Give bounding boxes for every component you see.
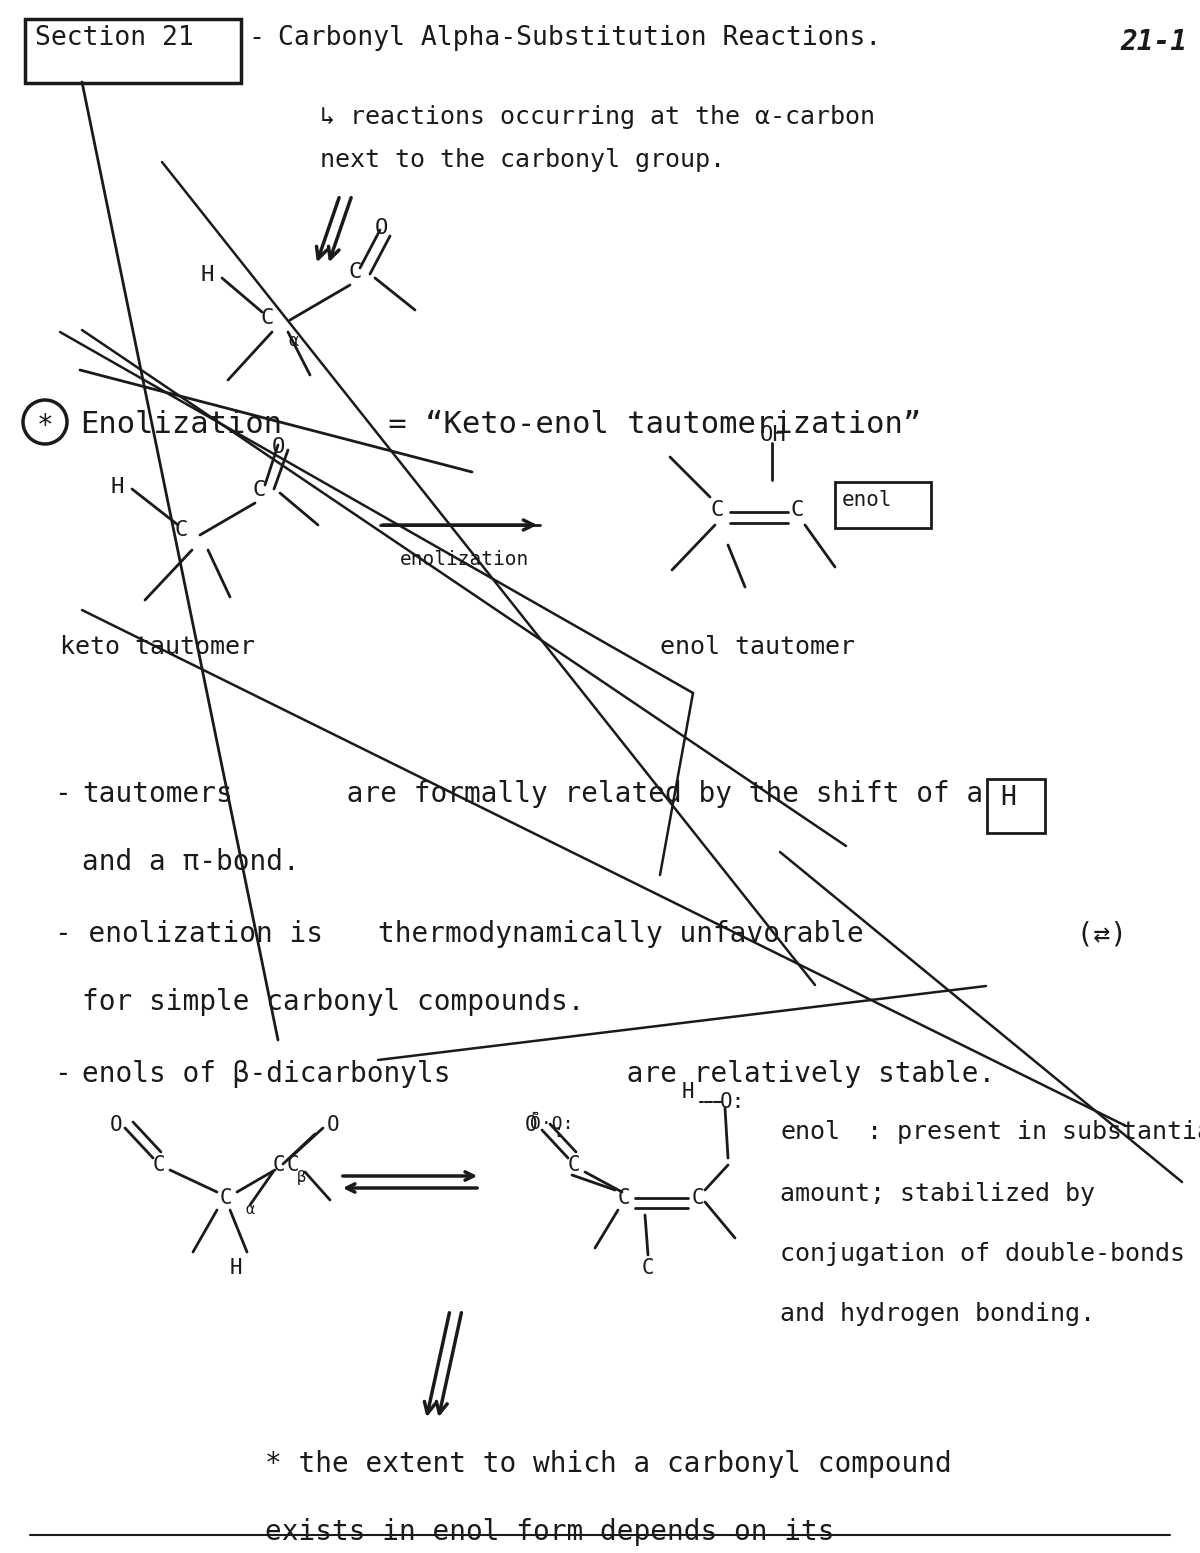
Text: Carbonyl Alpha-Substitution Reactions.: Carbonyl Alpha-Substitution Reactions. (278, 25, 881, 51)
Text: (⇄): (⇄) (1060, 919, 1127, 947)
Text: *: * (37, 412, 53, 439)
Text: O: O (110, 1115, 122, 1135)
Text: H: H (1000, 784, 1016, 811)
Text: conjugation of double-bonds: conjugation of double-bonds (780, 1242, 1186, 1266)
Text: H: H (110, 477, 124, 497)
Text: -: - (248, 25, 264, 51)
Circle shape (23, 401, 67, 444)
Text: are relatively stable.: are relatively stable. (610, 1061, 995, 1089)
Text: * the extent to which a carbonyl compound: * the extent to which a carbonyl compoun… (265, 1451, 952, 1478)
Text: C: C (692, 1188, 704, 1208)
Text: C: C (274, 1155, 286, 1176)
Text: C: C (790, 500, 803, 520)
Text: C: C (568, 1155, 581, 1176)
FancyBboxPatch shape (835, 481, 931, 528)
Text: :: : (552, 1121, 564, 1141)
Text: enols of β-dicarbonyls: enols of β-dicarbonyls (82, 1061, 450, 1089)
FancyBboxPatch shape (25, 19, 241, 82)
Text: next to the carbonyl group.: next to the carbonyl group. (320, 148, 725, 172)
FancyBboxPatch shape (986, 780, 1045, 832)
Text: H: H (230, 1258, 242, 1278)
Text: and hydrogen bonding.: and hydrogen bonding. (780, 1301, 1096, 1326)
Text: keto tautomer: keto tautomer (60, 635, 256, 658)
Text: α: α (245, 1202, 254, 1218)
Text: C: C (260, 307, 274, 328)
Text: = “Keto-enol tautomerization”: = “Keto-enol tautomerization” (370, 410, 922, 439)
Text: Section 21: Section 21 (35, 25, 193, 51)
Text: : present in substantial: : present in substantial (852, 1120, 1200, 1145)
Text: enol tautomer: enol tautomer (660, 635, 854, 658)
Text: C: C (348, 262, 361, 283)
Text: C: C (642, 1258, 655, 1278)
Text: O: O (374, 217, 389, 238)
Text: H: H (682, 1082, 695, 1103)
Text: O:: O: (720, 1092, 745, 1112)
Text: enol: enol (842, 491, 893, 509)
Text: Enolization: Enolization (80, 410, 282, 439)
Text: tautomers: tautomers (82, 780, 233, 808)
Text: and a π-bond.: and a π-bond. (82, 848, 300, 876)
Text: H: H (200, 266, 214, 286)
Text: C: C (220, 1188, 233, 1208)
Text: enolization: enolization (400, 550, 529, 568)
Text: Ȭ⋅O:: Ȭ⋅O: (530, 1115, 574, 1134)
Text: -: - (55, 780, 89, 808)
Text: C: C (287, 1155, 300, 1176)
Text: are formally related by the shift of a: are formally related by the shift of a (330, 780, 1000, 808)
Text: OH: OH (760, 426, 787, 446)
Text: C: C (710, 500, 724, 520)
Text: O: O (272, 436, 286, 457)
Text: enol: enol (780, 1120, 840, 1145)
Text: - enolization is: - enolization is (55, 919, 340, 947)
Text: C: C (618, 1188, 631, 1208)
Text: for simple carbonyl compounds.: for simple carbonyl compounds. (82, 988, 584, 1016)
Text: thermodynamically unfavorable: thermodynamically unfavorable (378, 919, 864, 947)
Text: -: - (55, 1061, 89, 1089)
Text: C: C (154, 1155, 166, 1176)
Text: exists in enol form depends on its: exists in enol form depends on its (265, 1517, 834, 1545)
Text: α: α (288, 332, 298, 349)
Text: β: β (298, 1169, 306, 1185)
Text: C: C (252, 480, 265, 500)
Text: O: O (526, 1115, 538, 1135)
Text: ↳ reactions occurring at the α-carbon: ↳ reactions occurring at the α-carbon (320, 106, 875, 129)
Text: amount; stabilized by: amount; stabilized by (780, 1182, 1096, 1207)
Text: C: C (175, 520, 188, 540)
Text: 21-1: 21-1 (1120, 28, 1187, 56)
Text: O: O (326, 1115, 340, 1135)
